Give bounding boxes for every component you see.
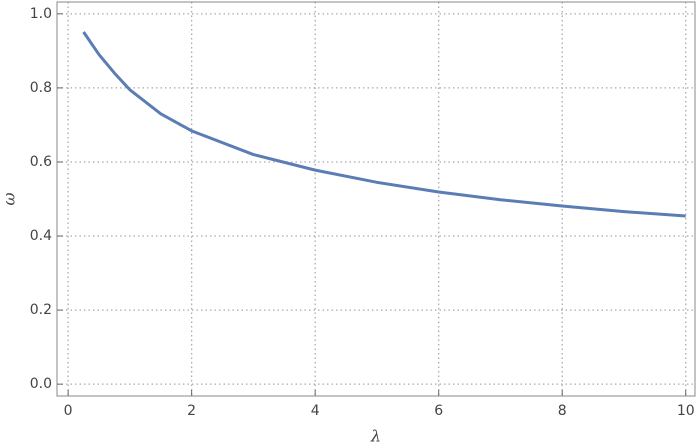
y-tick-label: 0.0 [30,376,52,392]
y-tick-label: 0.2 [30,302,52,318]
y-tick-label: 1.0 [30,6,52,22]
x-tick-label: 6 [434,403,443,419]
x-tick-label: 0 [64,403,73,419]
data-line [82,31,686,218]
x-tick-label: 10 [677,403,695,419]
plot-frame [56,1,696,397]
x-tick-label: 2 [187,403,196,419]
y-tick-label: 0.4 [30,228,52,244]
x-axis-title: λ [370,427,381,446]
x-tick-label: 4 [311,403,320,419]
y-axis-title: ω [0,192,19,205]
y-tick-label: 0.8 [30,80,52,96]
x-tick-label: 8 [558,403,567,419]
y-tick-label: 0.6 [30,154,52,170]
